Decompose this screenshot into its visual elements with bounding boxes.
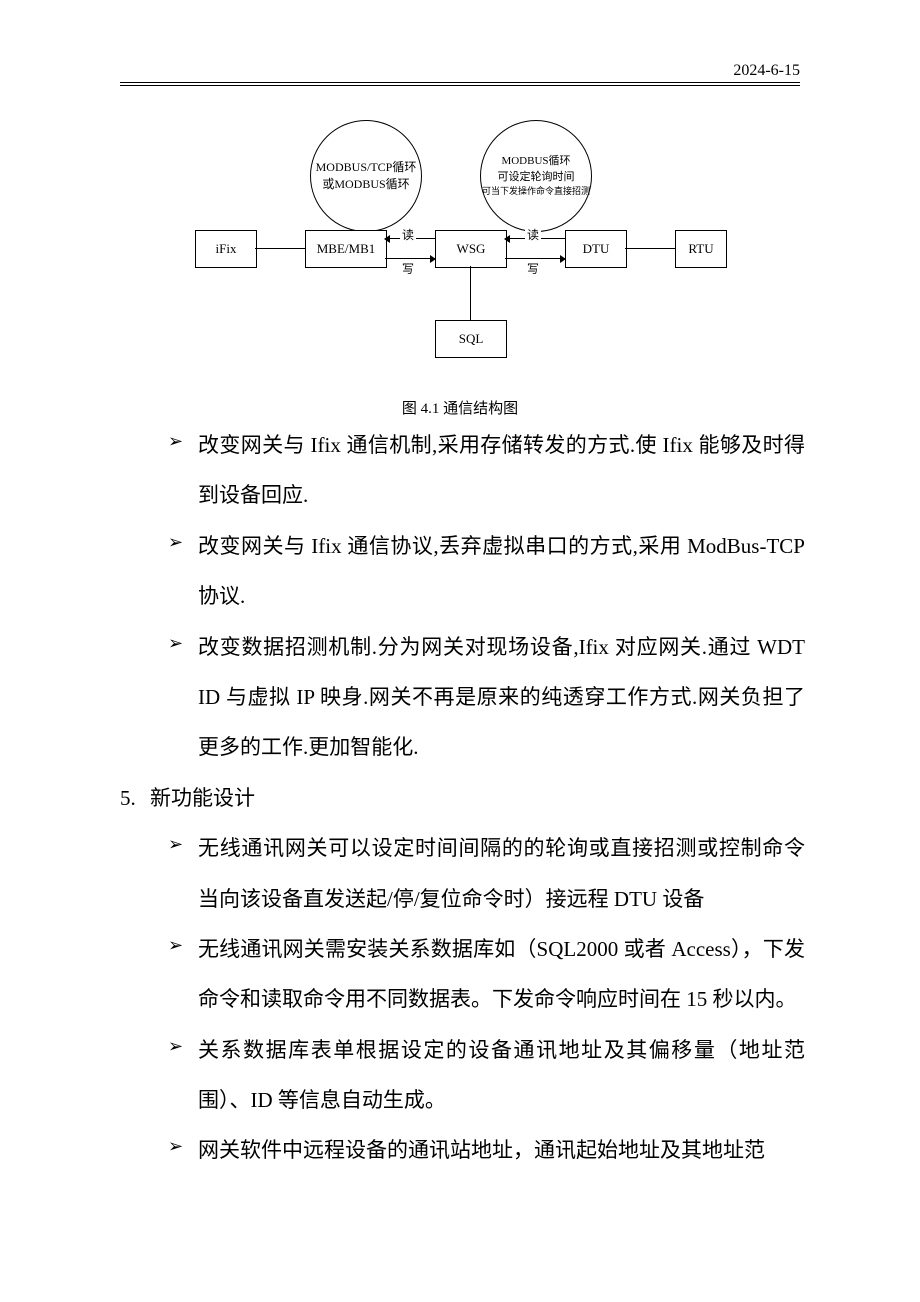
diagram-circle-1: MODBUS/TCP循环 或MODBUS循环: [310, 120, 422, 232]
diagram-box-wsg: WSG: [435, 230, 507, 268]
list-item: 无线通讯网关可以设定时间间隔的的轮询或直接招测或控制命令当向该设备直发送起/停/…: [150, 823, 805, 924]
label-read-2: 读: [525, 226, 541, 243]
label-write-1: 写: [400, 260, 416, 277]
edge-wsg-dtu-write: [505, 258, 565, 259]
section-heading: 5.新功能设计: [120, 773, 805, 823]
edge-mbe-wsg-write: [385, 258, 435, 259]
circle1-line1: MODBUS/TCP循环: [316, 159, 417, 176]
diagram-box-dtu: DTU: [565, 230, 627, 268]
edge-wsg-sql: [470, 266, 471, 320]
body-content: 改变网关与 Ifix 通信机制,采用存储转发的方式.使 Ifix 能够及时得到设…: [150, 420, 805, 1176]
diagram-circle-2: MODBUS循环 可设定轮询时间 可当下发操作命令直接招测: [480, 120, 592, 232]
bullet-list-b: 无线通讯网关可以设定时间间隔的的轮询或直接招测或控制命令当向该设备直发送起/停/…: [150, 823, 805, 1176]
list-item: 改变网关与 Ifix 通信协议,丢弃虚拟串口的方式,采用 ModBus-TCP …: [150, 521, 805, 622]
list-item: 网关软件中远程设备的通讯站地址，通讯起始地址及其地址范: [150, 1125, 805, 1175]
bullet-list-a: 改变网关与 Ifix 通信机制,采用存储转发的方式.使 Ifix 能够及时得到设…: [150, 420, 805, 773]
header-date: 2024-6-15: [733, 62, 800, 80]
edge-ifix-mbe: [255, 248, 305, 249]
page: 2024-6-15 MODBUS/TCP循环 或MODBUS循环 MODBUS循…: [0, 0, 920, 1302]
edge-dtu-rtu: [625, 248, 675, 249]
header-rule-1: [120, 82, 800, 83]
diagram: MODBUS/TCP循环 或MODBUS循环 MODBUS循环 可设定轮询时间 …: [195, 110, 725, 370]
diagram-box-rtu: RTU: [675, 230, 727, 268]
circle1-line2: 或MODBUS循环: [316, 176, 417, 193]
section-number: 5.: [120, 773, 150, 823]
list-item: 改变数据招测机制.分为网关对现场设备,Ifix 对应网关.通过 WDT ID 与…: [150, 622, 805, 773]
list-item: 关系数据库表单根据设定的设备通讯地址及其偏移量（地址范围）、ID 等信息自动生成…: [150, 1025, 805, 1126]
diagram-box-ifix: iFix: [195, 230, 257, 268]
diagram-box-sql: SQL: [435, 320, 507, 358]
header-rule-2: [120, 85, 800, 86]
circle2-line2: 可设定轮询时间: [482, 170, 590, 185]
list-item: 无线通讯网关需安装关系数据库如（SQL2000 或者 Access），下发命令和…: [150, 924, 805, 1025]
list-item: 改变网关与 Ifix 通信机制,采用存储转发的方式.使 Ifix 能够及时得到设…: [150, 420, 805, 521]
circle2-line3: 可当下发操作命令直接招测: [482, 185, 590, 198]
section-title: 新功能设计: [150, 786, 255, 810]
label-read-1: 读: [400, 226, 416, 243]
diagram-box-mbe: MBE/MB1: [305, 230, 387, 268]
diagram-caption: 图 4.1 通信结构图: [0, 397, 920, 418]
label-write-2: 写: [525, 260, 541, 277]
circle2-line1: MODBUS循环: [482, 154, 590, 169]
